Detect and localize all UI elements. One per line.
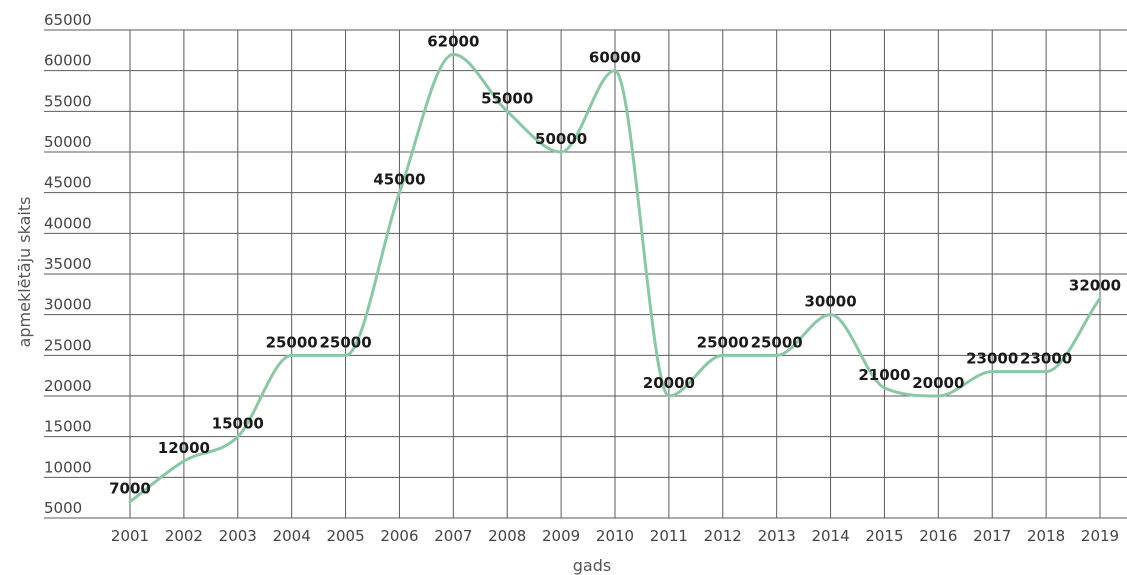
y-tick-label: 40000 bbox=[44, 214, 92, 232]
x-tick-label: 2015 bbox=[865, 527, 903, 545]
x-axis-title: gads bbox=[573, 556, 611, 575]
data-label: 20000 bbox=[912, 374, 964, 392]
y-tick-label: 20000 bbox=[44, 377, 92, 395]
data-label: 12000 bbox=[158, 439, 210, 457]
x-tick-label: 2012 bbox=[704, 527, 742, 545]
y-tick-label: 35000 bbox=[44, 255, 92, 273]
y-tick-label: 55000 bbox=[44, 92, 92, 110]
data-label: 23000 bbox=[966, 350, 1018, 368]
data-label: 62000 bbox=[427, 32, 479, 50]
x-tick-label: 2007 bbox=[434, 527, 472, 545]
data-label: 60000 bbox=[589, 49, 641, 67]
x-tick-label: 2008 bbox=[488, 527, 526, 545]
series-line bbox=[128, 52, 1102, 504]
y-tick-label: 60000 bbox=[44, 52, 92, 70]
x-tick-label: 2016 bbox=[919, 527, 957, 545]
y-tick-label: 25000 bbox=[44, 336, 92, 354]
y-tick-label: 50000 bbox=[44, 133, 92, 151]
data-label: 15000 bbox=[212, 415, 264, 433]
x-tick-label: 2004 bbox=[273, 527, 311, 545]
x-tick-label: 2010 bbox=[596, 527, 634, 545]
x-tick-label: 2009 bbox=[542, 527, 580, 545]
y-tick-label: 5000 bbox=[44, 499, 82, 517]
y-tick-label: 65000 bbox=[44, 11, 92, 29]
data-label: 7000 bbox=[109, 480, 151, 498]
data-label: 21000 bbox=[858, 366, 910, 384]
data-label: 45000 bbox=[373, 171, 425, 189]
x-tick-label: 2017 bbox=[973, 527, 1011, 545]
data-label: 20000 bbox=[643, 374, 695, 392]
data-label: 23000 bbox=[1020, 350, 1072, 368]
x-tick-label: 2019 bbox=[1081, 527, 1119, 545]
x-tick-label: 2006 bbox=[380, 527, 418, 545]
x-tick-label: 2001 bbox=[111, 527, 149, 545]
data-label: 55000 bbox=[481, 89, 533, 107]
y-tick-label: 30000 bbox=[44, 296, 92, 314]
x-tick-label: 2014 bbox=[811, 527, 849, 545]
x-tick-label: 2005 bbox=[326, 527, 364, 545]
grid bbox=[44, 29, 1127, 519]
x-axis-ticks: 2001 2002 2003 2004 2005 2006 2007 2008 2009 2010… bbox=[111, 527, 1119, 545]
x-tick-label: 2018 bbox=[1027, 527, 1065, 545]
x-tick-label: 2003 bbox=[219, 527, 257, 545]
data-label: 30000 bbox=[804, 293, 856, 311]
y-axis-title: apmeklētāju skaits bbox=[15, 197, 34, 348]
y-axis-ticks: 5000 10000 15000 20000 25000 30000 35000 40000 4… bbox=[44, 11, 92, 517]
x-tick-label: 2002 bbox=[165, 527, 203, 545]
data-label: 25000 bbox=[697, 333, 749, 351]
y-tick-label: 15000 bbox=[44, 418, 92, 436]
data-label: 25000 bbox=[751, 333, 803, 351]
data-label: 25000 bbox=[319, 333, 371, 351]
data-label: 25000 bbox=[266, 333, 318, 351]
x-tick-label: 2013 bbox=[758, 527, 796, 545]
y-tick-label: 45000 bbox=[44, 174, 92, 192]
x-tick-label: 2011 bbox=[650, 527, 688, 545]
y-tick-label: 10000 bbox=[44, 458, 92, 476]
data-label: 50000 bbox=[535, 130, 587, 148]
data-label: 32000 bbox=[1069, 276, 1121, 294]
